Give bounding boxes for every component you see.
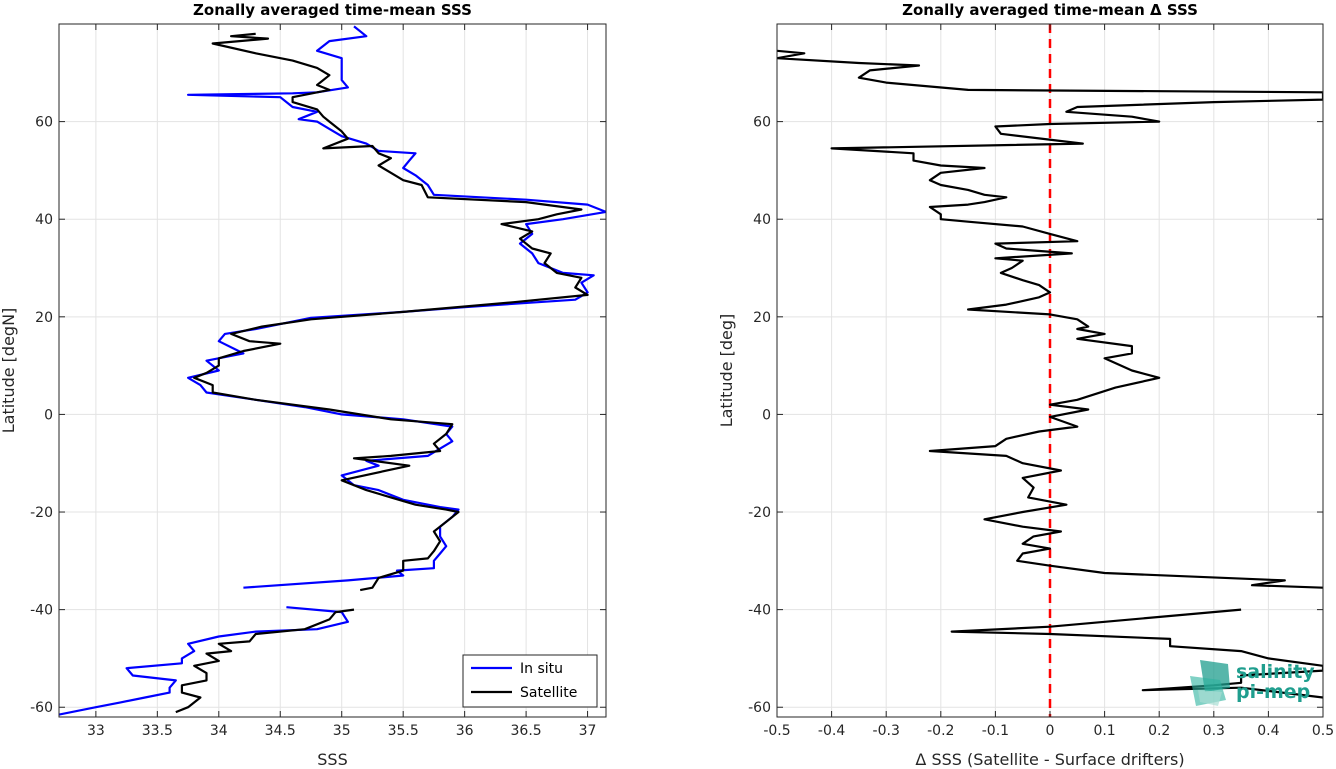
sss-plot-axes-bg (59, 24, 606, 717)
sss-plot-ytick-label: -40 (30, 603, 53, 619)
delta-plot-ytick-label: -40 (748, 603, 771, 619)
legend-label-satellite: Satellite (520, 685, 577, 701)
left-plot: 33 33.5 34 34.5 35 35.5 36 36.5 37 -60 -40 -20 0 20 40… (0, 1, 607, 769)
delta-plot-ytick-label: -20 (748, 505, 771, 521)
sss-plot-series-in-situ-line (59, 606, 349, 716)
sss-plot-ytick-label: -60 (30, 700, 53, 716)
sss-plot-xtick-label: 33.5 (142, 723, 173, 739)
sss-plot-axes-frame (58, 23, 607, 718)
delta-plot-ytick-label: 20 (753, 310, 771, 326)
delta-plot-xtick-label: 0 (1046, 723, 1055, 739)
sss-plot-xtick-label: 36 (456, 723, 474, 739)
delta-plot-xtick-label: 0.2 (1148, 723, 1170, 739)
delta-plot-ytick-label: 40 (753, 212, 771, 228)
delta-plot-title: Zonally averaged time-mean Δ SSS (902, 1, 1198, 19)
sss-plot-xtick-label: 36.5 (511, 723, 542, 739)
delta-plot-xtick-label: 0.3 (1203, 723, 1225, 739)
legend-box (462, 654, 598, 708)
delta-plot-xtick-label: 0.5 (1312, 723, 1334, 739)
sss-plot-ytick-label: -20 (30, 505, 53, 521)
delta-plot-xtick-label: 0.4 (1257, 723, 1279, 739)
right-plot: -0.5 -0.4 -0.3 -0.2 -0.1 0 0.1 0.2 0.3 0.4 0.5 -60 -… (717, 1, 1334, 769)
delta-plot-ytick-label: 60 (753, 115, 771, 131)
sss-plot-ytick-label: 20 (35, 310, 53, 326)
sss-plot-ytick-label: 40 (35, 212, 53, 228)
sss-plot-title: Zonally averaged time-mean SSS (193, 1, 472, 19)
delta-plot-xtick-label: -0.5 (763, 723, 790, 739)
logo-shape (1198, 690, 1222, 706)
delta-plot-xtick-label: -0.4 (818, 723, 845, 739)
delta-plot-xtick-label: -0.2 (927, 723, 954, 739)
logo-text-line1: salinity (1236, 661, 1315, 683)
logo-text-line2: pi-mep (1236, 681, 1310, 703)
delta-plot-xlabel: Δ SSS (Satellite - Surface drifters) (915, 750, 1184, 769)
sss-plot-series-in-situ-line (187, 25, 606, 589)
sss-plot-xtick-label: 35 (333, 723, 351, 739)
sss-plot-xtick-label: 34.5 (265, 723, 296, 739)
legend: In situ Satellite (462, 654, 598, 708)
sss-plot-ytick-label: 60 (35, 115, 53, 131)
sss-plot-xtick-label: 35.5 (388, 723, 419, 739)
delta-plot-ytick-label: -60 (748, 700, 771, 716)
sss-plot-xlabel: SSS (317, 750, 347, 769)
delta-plot-xtick-label: -0.3 (873, 723, 900, 739)
sss-plot-xtick-label: 37 (579, 723, 597, 739)
sss-plot-series-satellite-line (193, 32, 589, 592)
legend-label-in-situ: In situ (520, 661, 563, 677)
delta-plot-xtick-label: -0.1 (982, 723, 1009, 739)
delta-plot-ylabel: Latitude [deg] (717, 314, 736, 428)
delta-plot-series-delta-line (950, 608, 1323, 699)
delta-plot-xtick-label: 0.1 (1093, 723, 1115, 739)
delta-plot-series-delta-line (777, 49, 1323, 589)
sss-plot-ylabel: Latitude [degN] (0, 308, 18, 434)
sss-plot-xtick-label: 34 (210, 723, 228, 739)
sss-plot-xtick-label: 33 (87, 723, 105, 739)
delta-plot-ytick-label: 0 (762, 407, 771, 423)
sss-plot-series-satellite-line (175, 608, 355, 714)
sss-plot-ytick-label: 0 (44, 407, 53, 423)
